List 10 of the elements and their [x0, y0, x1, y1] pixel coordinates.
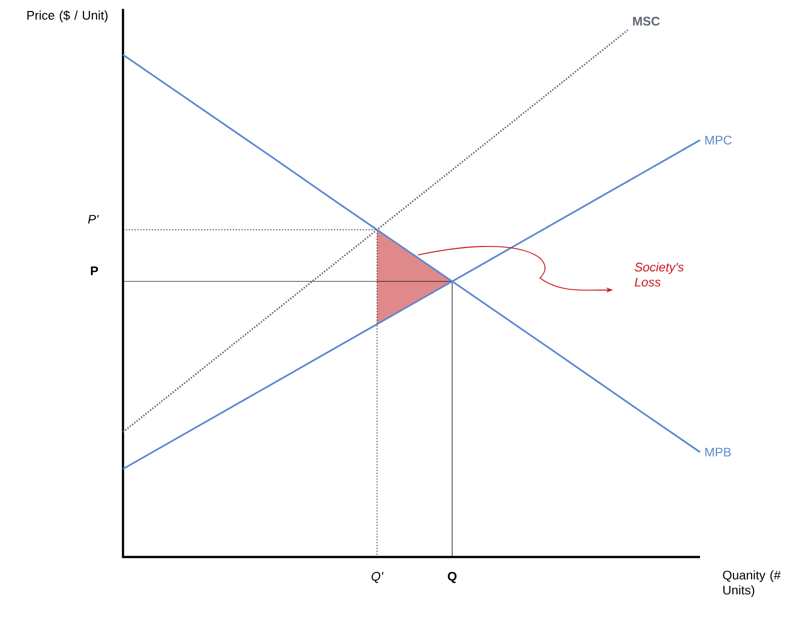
series-label: MPB [705, 448, 731, 456]
annotation: Society's Loss [634, 262, 684, 287]
x-axis-title: Quanity (# Units) [722, 570, 781, 598]
text: Q [448, 572, 457, 584]
text: Q' [372, 572, 384, 583]
y-axis-title: Price ($ / Unit) [27, 10, 108, 22]
text: P' [88, 214, 99, 224]
series-label: MPC [705, 136, 732, 145]
text: P [90, 266, 98, 276]
series-label: MSC [633, 16, 660, 26]
